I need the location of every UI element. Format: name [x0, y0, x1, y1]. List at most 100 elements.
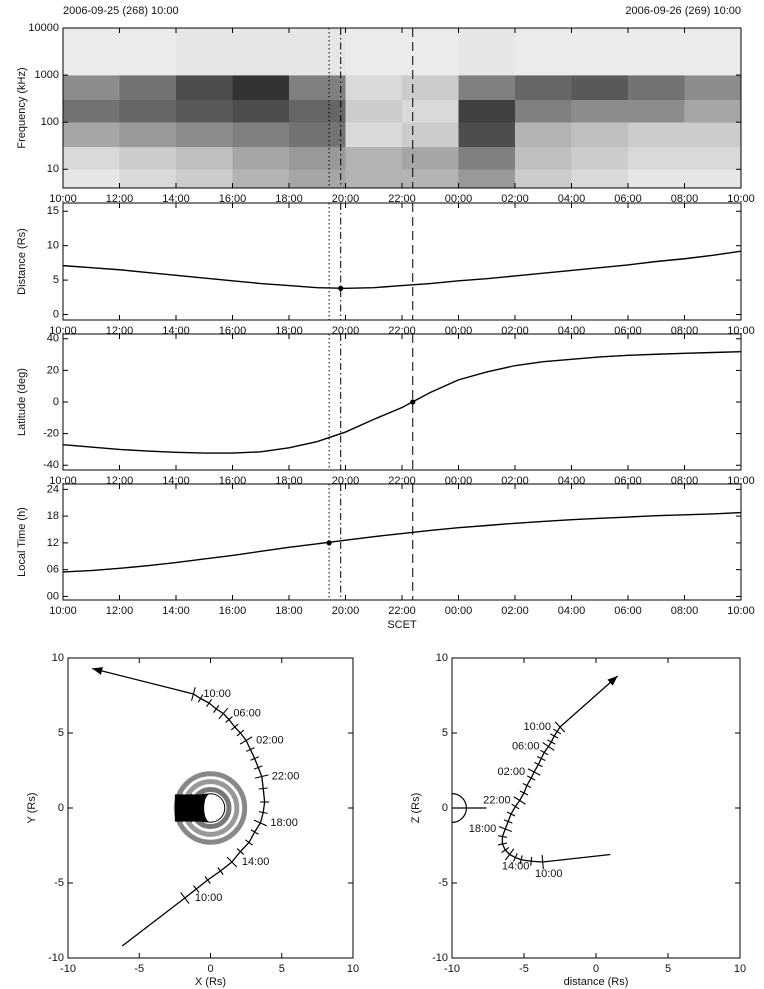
x-tick-label: -10 — [60, 963, 76, 975]
arrowhead — [607, 676, 618, 686]
time-tick — [553, 728, 562, 735]
time-label: 10:00 — [203, 688, 231, 700]
series-line — [62, 511, 742, 573]
time-label: 14:00 — [502, 860, 530, 872]
heat-cell — [571, 75, 629, 101]
heat-cell — [119, 146, 177, 170]
heat-cell — [571, 28, 629, 76]
x-tick-label: 06:00 — [614, 605, 642, 617]
time-tick — [497, 835, 507, 838]
x-tick-label: 02:00 — [501, 193, 529, 205]
heat-cell — [684, 122, 742, 148]
heat-cell — [684, 75, 742, 101]
y-tick-label: -10 — [432, 952, 448, 964]
heat-cell — [684, 99, 742, 123]
heat-cell — [515, 122, 572, 148]
panel: 10:00 12:00 14:00 16:00 18:00 20:00 22:00 00:00… — [16, 202, 755, 337]
time-tick — [245, 839, 253, 846]
heat-cell — [232, 75, 290, 101]
heat-cell — [63, 75, 120, 101]
frame — [62, 483, 742, 601]
heat-cell — [232, 146, 290, 170]
panel: 10:00 14:00 18:00 22:00 02:00 06:00 10:00 -10 -5… — [410, 652, 746, 988]
heat-cell — [232, 99, 290, 123]
time-tick — [193, 885, 200, 893]
x-tick-label: 10:00 — [727, 605, 755, 617]
frame — [62, 202, 742, 321]
heat-cell — [119, 28, 177, 76]
x-axis-title: SCET — [387, 619, 417, 631]
y-tick-label: 5 — [442, 727, 448, 739]
time-tick — [213, 705, 220, 713]
x-tick-label: 22:00 — [388, 193, 416, 205]
event-marker — [338, 285, 344, 291]
heat-cell — [515, 146, 572, 170]
time-tick — [506, 811, 516, 817]
date-label: 2006-09-25 (268) 10:00 — [63, 5, 179, 17]
heat-cell — [289, 146, 346, 170]
heat-cell — [684, 28, 742, 76]
plot-area — [92, 667, 270, 947]
y-tick-label: 10 — [47, 163, 59, 175]
x-axis-title: distance (Rs) — [564, 976, 629, 988]
time-tick — [225, 716, 233, 723]
time-label: 02:00 — [256, 734, 284, 746]
heat-cell — [63, 99, 120, 123]
heat-cell — [402, 146, 459, 170]
x-tick-label: 0 — [207, 963, 213, 975]
x-tick-label: 00:00 — [445, 605, 473, 617]
time-tick — [536, 756, 546, 761]
y-tick-label: -5 — [54, 877, 64, 889]
time-tick — [550, 733, 559, 739]
heat-cell — [402, 169, 459, 189]
heat-cell — [289, 99, 346, 123]
time-tick — [206, 698, 213, 708]
time-label: 06:00 — [233, 707, 261, 719]
heat-cell — [345, 28, 403, 76]
heat-cell — [684, 146, 742, 170]
y-tick-label: 10 — [436, 652, 448, 664]
x-tick-label: 20:00 — [332, 193, 360, 205]
frame — [451, 657, 741, 959]
heat-cell — [571, 122, 629, 148]
time-tick — [534, 761, 543, 768]
heat-cell — [119, 169, 177, 189]
date-label: 2006-09-26 (269) 10:00 — [625, 5, 741, 17]
time-tick — [542, 742, 555, 751]
x-tick-label: 10:00 — [727, 193, 755, 205]
heat-cell — [119, 75, 177, 101]
x-tick-label: 16:00 — [219, 605, 247, 617]
x-tick-label: 14:00 — [162, 193, 190, 205]
heat-cell — [176, 169, 233, 189]
x-tick-label: -5 — [519, 963, 529, 975]
heat-cell — [176, 28, 233, 76]
heat-cell — [345, 169, 403, 189]
heat-cell — [63, 169, 120, 189]
time-tick — [519, 790, 529, 796]
y-tick-label: 12 — [47, 537, 59, 549]
series-line — [62, 351, 742, 454]
time-label: 10:00 — [535, 868, 563, 880]
y-tick-label: 10 — [47, 240, 59, 252]
heat-cell — [458, 28, 516, 76]
x-axis-title: X (Rs) — [195, 976, 226, 988]
time-tick — [250, 829, 259, 835]
heat-cell — [119, 122, 177, 148]
time-tick — [540, 749, 549, 756]
time-tick — [547, 739, 556, 745]
x-tick-label: 16:00 — [219, 193, 247, 205]
heat-cell — [119, 99, 177, 123]
y-tick-label: 10 — [52, 652, 64, 664]
x-tick-label: 10:00 — [49, 605, 77, 617]
heat-cell — [628, 99, 685, 123]
time-tick — [258, 787, 268, 790]
y-tick-label: 10000 — [28, 22, 59, 34]
time-tick — [204, 876, 211, 884]
x-tick-label: 00:00 — [445, 193, 473, 205]
heat-cell — [628, 169, 685, 189]
y-tick-label: 18 — [47, 510, 59, 522]
heat-cell — [289, 122, 346, 148]
x-tick-label: 14:00 — [162, 605, 190, 617]
x-tick-label: 5 — [665, 963, 671, 975]
